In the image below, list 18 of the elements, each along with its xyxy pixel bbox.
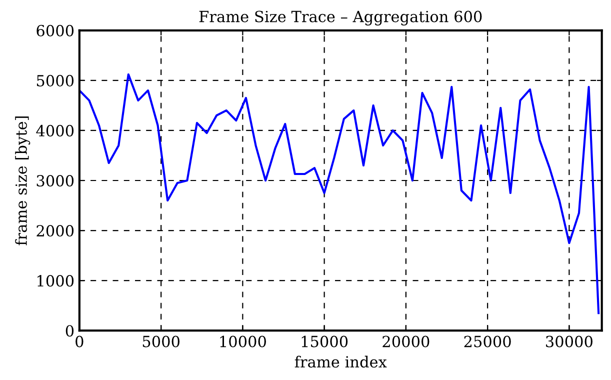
- chart-title: Frame Size Trace – Aggregation 600: [199, 10, 482, 26]
- x-tick-label: 20000: [382, 336, 430, 348]
- x-tick-label: 30000: [546, 336, 592, 348]
- y-tick-label: 4000: [36, 124, 74, 136]
- y-tick-label: 0: [66, 325, 74, 337]
- line-series: [79, 73, 600, 314]
- x-tick-label: 15000: [302, 336, 348, 348]
- y-tick-label: 6000: [36, 24, 74, 36]
- y-tick-label: 3000: [36, 174, 74, 187]
- y-tick-label: 2000: [36, 225, 74, 237]
- y-axis-title: frame size [byte]: [15, 116, 30, 246]
- x-tick-label: 10000: [220, 336, 266, 348]
- x-tick-label: 0: [76, 336, 84, 348]
- x-axis-title: frame index: [294, 356, 387, 368]
- y-tick-label: 1000: [38, 275, 74, 287]
- x-tick-label: 25000: [464, 336, 511, 348]
- y-tick-label: 5000: [36, 74, 74, 86]
- x-tick-label: 5000: [142, 336, 180, 348]
